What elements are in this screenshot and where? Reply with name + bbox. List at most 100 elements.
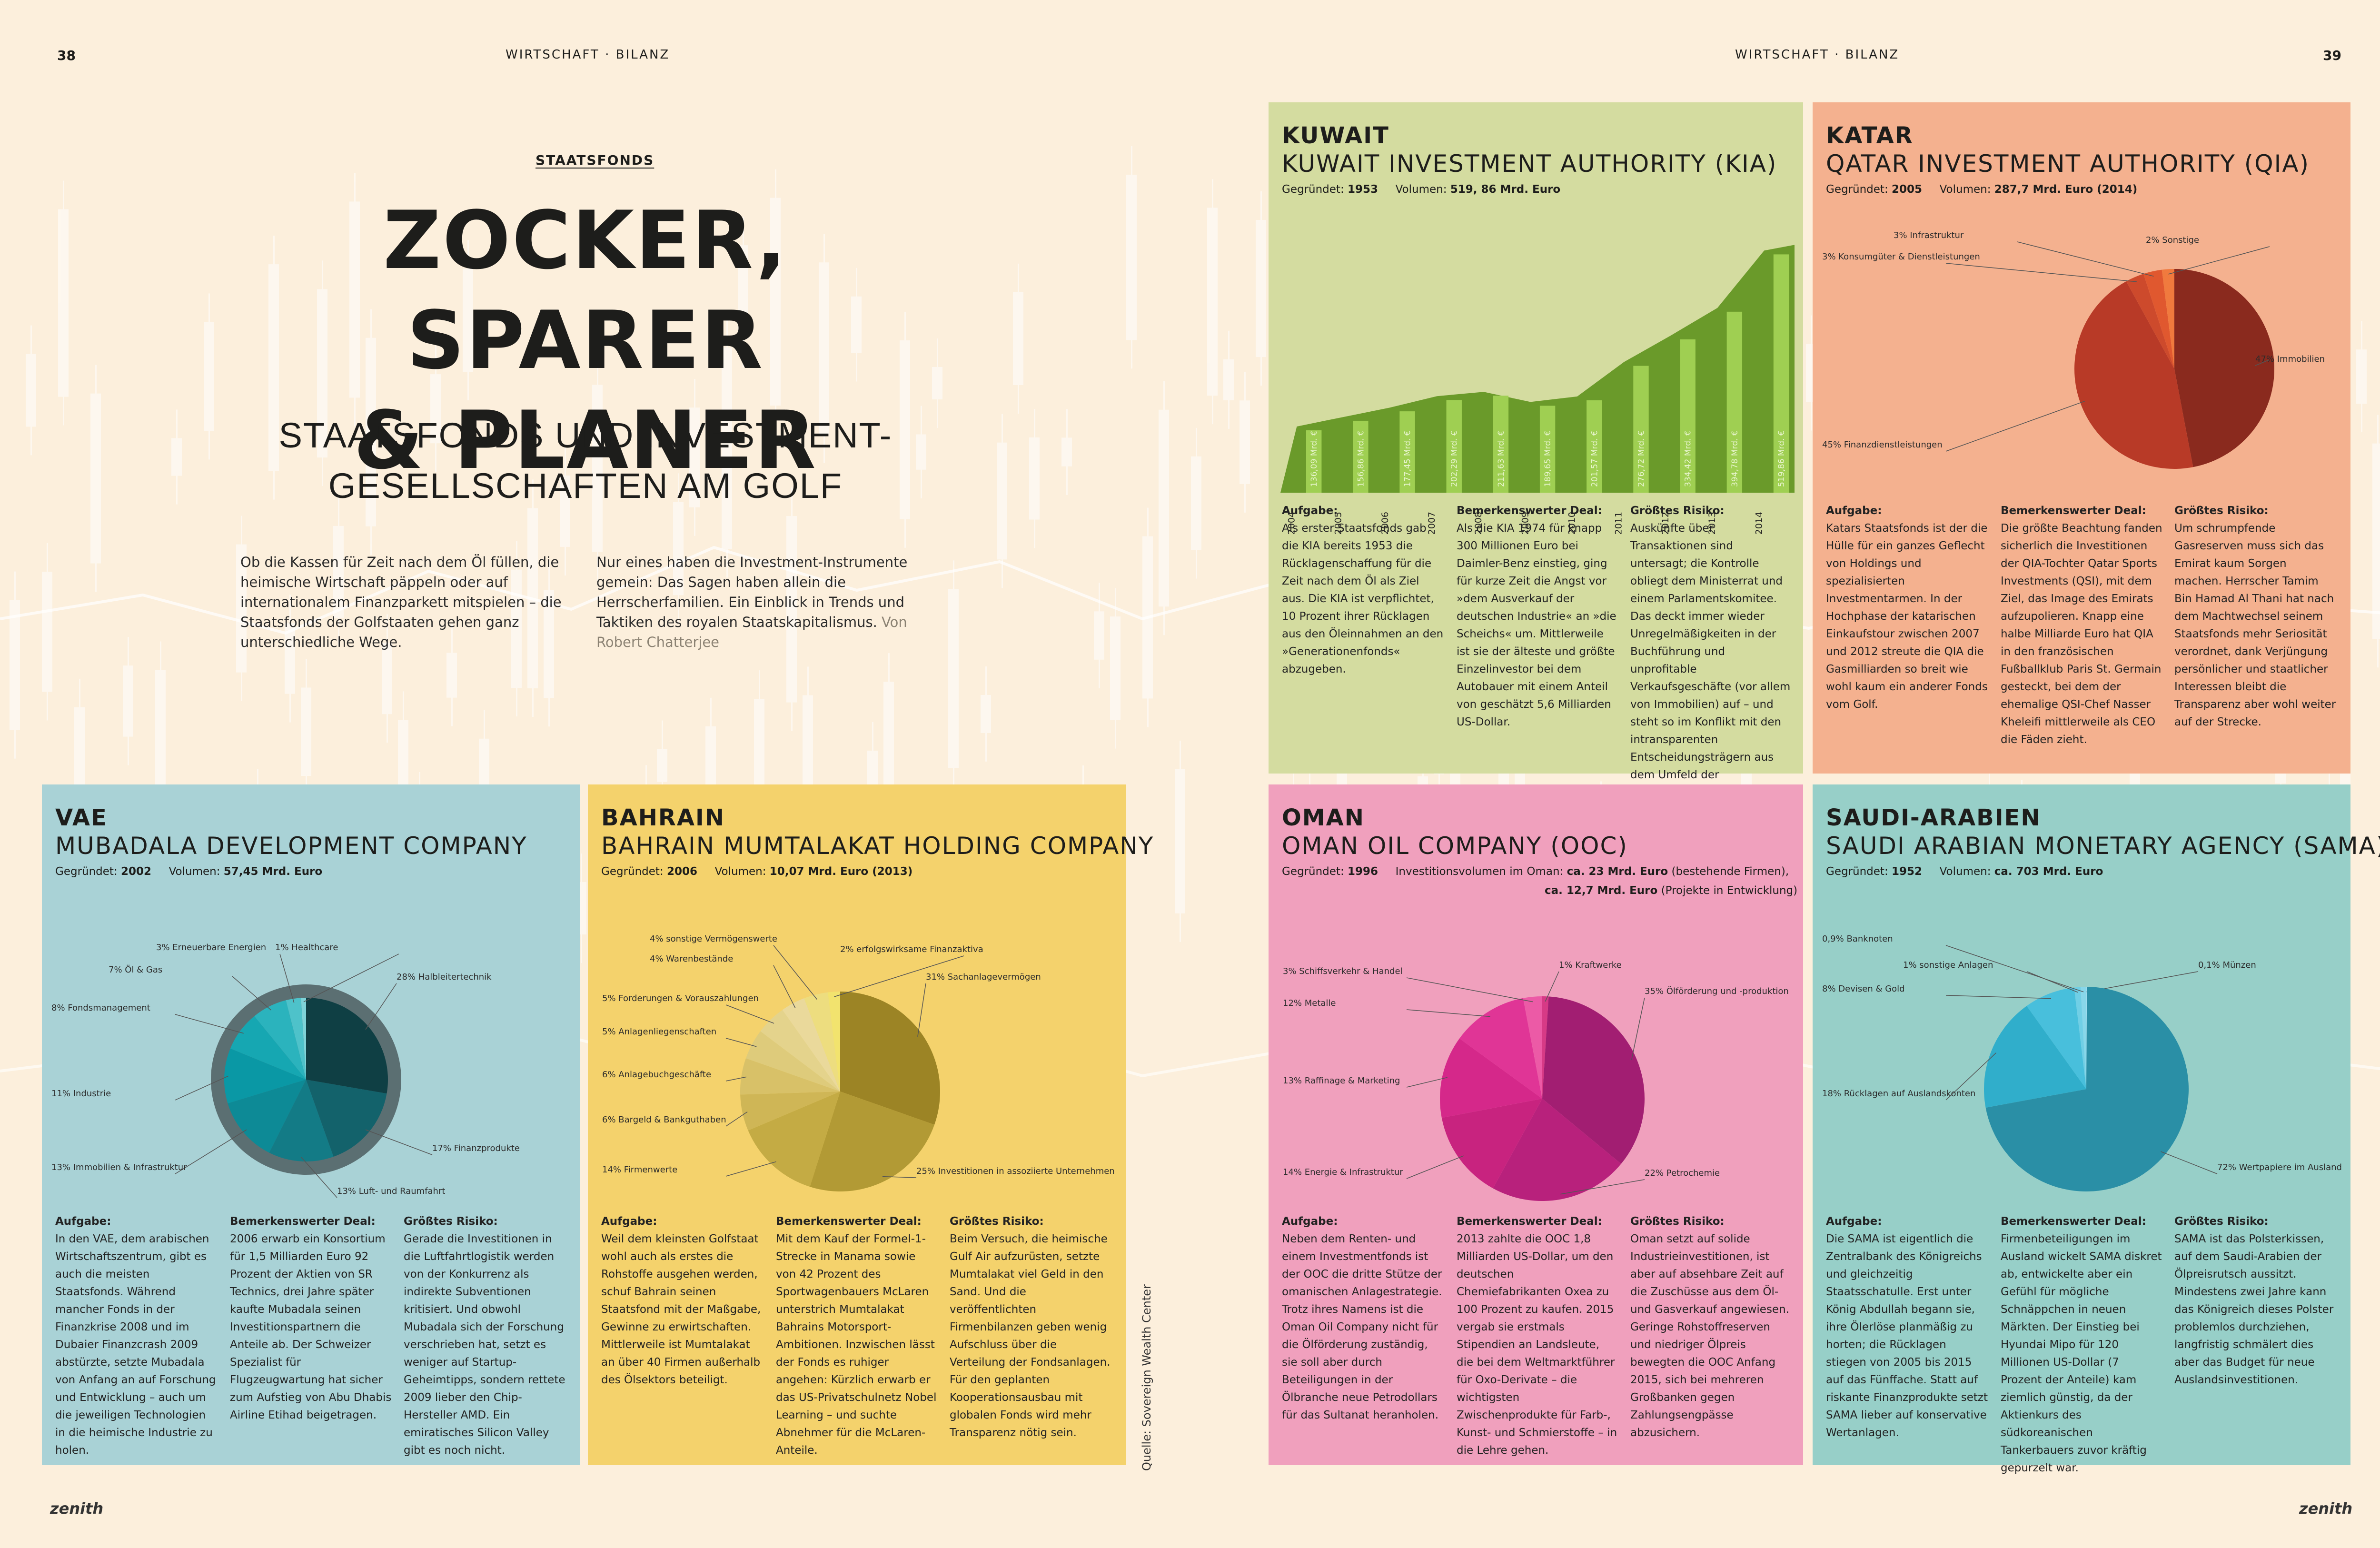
column-text: Oman setzt auf solide Industrieinvestiti… (1630, 1233, 1789, 1439)
kuwait-bar-value-label: 177,45 Mrd. € (1403, 430, 1413, 487)
pie-slice-finanzprodukte (306, 1080, 387, 1157)
pie-slice-metalle (1459, 998, 1542, 1099)
pie-slice-luft-und-raumfahrt (269, 1080, 334, 1161)
bg-candle-body (851, 296, 862, 353)
headline: ZOCKER, SPARER & PLANER (219, 190, 952, 490)
pie-slice-raffinage-marketing (1440, 1038, 1542, 1118)
founded-value: 2006 (667, 865, 698, 878)
pie-label: 12% Metalle (1283, 998, 1336, 1008)
kuwait-bar-2006 (1399, 411, 1415, 493)
kuwait-bar-2013 (1726, 311, 1743, 493)
kuwait-year-label: 2005 (1333, 512, 1344, 535)
pie-label: 31% Sachanlagevermögen (926, 972, 1041, 982)
pie-label: 25% Investitionen in assoziierte Unterne… (916, 1166, 1115, 1176)
pie-label: 2% erfolgswirksame Finanzaktiva (840, 944, 983, 954)
pie-slice-energie-infrastruktur (1441, 1099, 1542, 1189)
kuwait-year-label: 2011 (1614, 512, 1624, 535)
fund-meta: Gegründet: 2002 Volumen: 57,45 Mrd. Euro (55, 865, 322, 878)
kuwait-year-label: 2013 (1707, 512, 1717, 535)
bg-candle-body (738, 245, 748, 339)
pie-leader-line (1545, 971, 1559, 1002)
pie-leader-line (725, 1004, 774, 1024)
bg-candle-body (26, 354, 36, 427)
kuwait-bar-2011 (1633, 366, 1649, 493)
pie-slice-münzen (2086, 987, 2087, 1089)
column-text: Mit dem Kauf der Formel-1-Strecke in Man… (776, 1233, 937, 1457)
text-column-task: Aufgabe: Die SAMA ist eigentlich die Zent… (1826, 1213, 1988, 1442)
bg-candle-body (948, 589, 959, 768)
text-column-task: Aufgabe: Weil dem kleinsten Golfstaat woh… (601, 1213, 763, 1389)
pie-leader-line (725, 1111, 748, 1127)
pie-leader-line (1945, 995, 2052, 999)
deck-line-2: GESELLSCHAFTEN AM GOLF (328, 466, 843, 506)
bg-candle-body (74, 707, 85, 811)
kicker: STAATSFONDS (536, 152, 654, 168)
column-heading: Bemerkenswerter Deal: (2001, 1215, 2146, 1228)
volume-label: Investitionsvolumen im Oman: (1395, 865, 1564, 878)
volume-label: Volumen: (169, 865, 220, 878)
volume-label: Volumen: (1939, 183, 1991, 196)
pie-label: 18% Rücklagen auf Auslandskonten (1822, 1089, 1975, 1099)
pie-label: 6% Bargeld & Bankguthaben (602, 1115, 726, 1125)
column-text: Neben dem Renten- und einem Investmentfo… (1282, 1233, 1442, 1421)
bg-candle-body (981, 695, 991, 733)
pie-leader-line (2168, 246, 2270, 275)
bg-candle-body (2372, 443, 2380, 639)
kuwait-bar-2007 (1446, 400, 1462, 493)
pie-label: 5% Anlagenliegenschaften (602, 1027, 716, 1037)
column-heading: Aufgabe: (55, 1215, 111, 1228)
bg-candle-body (171, 438, 182, 476)
column-text: Als erster Staatsfonds gab die KIA berei… (1282, 522, 1444, 675)
text-column-deal: Bemerkenswerter Deal: Firmenbeteiligungen… (2001, 1213, 2162, 1477)
bg-candle-body (2356, 349, 2367, 404)
pie-label: 35% Ölförderung und -produktion (1645, 986, 1789, 996)
kuwait-bar-value-label: 189,65 Mrd. € (1543, 430, 1553, 487)
pie-leader-line (1945, 400, 2085, 452)
intro-right: Nur eines haben die Investment-Instrumen… (596, 552, 944, 652)
bg-candle-body (285, 623, 295, 694)
pie-label: 5% Forderungen & Vorauszahlungen (602, 993, 759, 1003)
column-text: Katars Staatsfonds ist der die Hülle für… (1826, 522, 1988, 711)
pie-leader-line (1945, 263, 2137, 282)
bg-candle-body (560, 475, 570, 547)
pie-slice-erfolgswirksame-finanzaktiva (828, 992, 840, 1092)
column-text: Die SAMA ist eigentlich die Zentralbank … (1826, 1233, 1988, 1439)
volume-label: Volumen: (714, 865, 766, 878)
column-text: Beim Versuch, die heimische Gulf Air auf… (950, 1233, 1111, 1439)
pie-label: 0,9% Banknoten (1822, 934, 1893, 944)
pie-leader-line (725, 1161, 776, 1177)
pie-leader-line (1406, 1155, 1464, 1179)
fund-name: MUBADALA DEVELOPMENT COMPANY (55, 832, 527, 860)
country-name: KATAR (1826, 122, 1914, 149)
founded-value: 2002 (121, 865, 152, 878)
pie-slice-halbleitertechnik (306, 998, 388, 1094)
pie-label: 45% Finanzdienstleistungen (1822, 440, 1943, 450)
pie-leader-line (2026, 971, 2078, 993)
kuwait-bar-value-label: 334,42 Mrd. € (1684, 430, 1693, 487)
volume-note-2: (Projekte in Entwicklung) (1661, 884, 1798, 897)
pie-label: 14% Energie & Infrastruktur (1283, 1167, 1403, 1177)
fund-name: KUWAIT INVESTMENT AUTHORITY (KIA) (1282, 150, 1777, 178)
pie-slice-banknoten (2080, 987, 2086, 1089)
bg-candle-body (10, 600, 20, 730)
fund-meta-2: ca. 12,7 Mrd. Euro (Projekte in Entwickl… (1545, 884, 1797, 897)
bg-candle-body (803, 695, 813, 809)
fund-name: OMAN OIL COMPANY (OOC) (1282, 832, 1628, 860)
kuwait-year-label: 2010 (1567, 512, 1577, 535)
bg-candle-body (1094, 611, 1104, 660)
pie-label: 1% sonstige Anlagen (1903, 960, 1993, 970)
text-column-deal: Bemerkenswerter Deal: Die größte Beachtun… (2001, 502, 2162, 749)
pie-label: 3% Schiffsverkehr & Handel (1283, 966, 1403, 976)
column-text: 2013 zahlte die OOC 1,8 Milliarden US-Do… (1457, 1233, 1617, 1457)
text-column-task: Aufgabe: In den VAE, dem arabischen Wirts… (55, 1213, 217, 1459)
bg-candle-body (317, 289, 327, 458)
pie-leader-line (834, 955, 964, 997)
column-text: In den VAE, dem arabischen Wirtschaftsze… (55, 1233, 216, 1457)
bg-candle-body (997, 442, 1007, 560)
bg-candle-body (932, 367, 942, 400)
text-column-risk: Größtes Risiko: Auskünfte über Transaktio… (1630, 502, 1792, 802)
pie-slice-anlagebuchgeschäfte (740, 1058, 840, 1095)
kuwait-bar-2012 (1680, 339, 1696, 493)
pie-slice-öl-gas (254, 1000, 306, 1080)
pie-label: 0,1% Münzen (2198, 960, 2256, 970)
